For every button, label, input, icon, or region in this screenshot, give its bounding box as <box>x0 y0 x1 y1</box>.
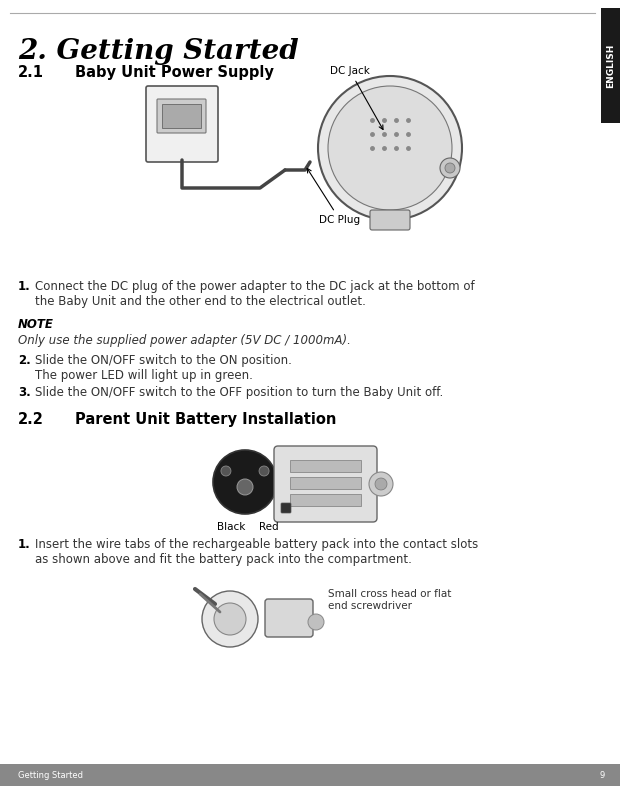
Text: Small cross head or flat
end screwdriver: Small cross head or flat end screwdriver <box>328 589 451 611</box>
Text: NOTE: NOTE <box>18 318 54 331</box>
Text: Connect the DC plug of the power adapter to the DC jack at the bottom of
the Bab: Connect the DC plug of the power adapter… <box>35 280 475 308</box>
FancyBboxPatch shape <box>157 99 206 133</box>
FancyBboxPatch shape <box>162 104 201 128</box>
Circle shape <box>328 86 452 210</box>
FancyBboxPatch shape <box>290 460 361 472</box>
Text: 2. Getting Started: 2. Getting Started <box>18 38 299 65</box>
Text: 3.: 3. <box>18 386 31 399</box>
FancyBboxPatch shape <box>274 446 377 522</box>
FancyBboxPatch shape <box>0 764 620 786</box>
Circle shape <box>369 472 393 496</box>
Text: Slide the ON/OFF switch to the OFF position to turn the Baby Unit off.: Slide the ON/OFF switch to the OFF posit… <box>35 386 443 399</box>
Circle shape <box>221 466 231 476</box>
Circle shape <box>308 614 324 630</box>
FancyBboxPatch shape <box>370 210 410 230</box>
Text: 2.2: 2.2 <box>18 412 44 427</box>
Text: Baby Unit Power Supply: Baby Unit Power Supply <box>75 65 274 80</box>
Circle shape <box>318 76 462 220</box>
Text: Black: Black <box>217 522 245 532</box>
Circle shape <box>237 479 253 495</box>
Text: Red: Red <box>259 522 279 532</box>
Text: DC Jack: DC Jack <box>330 66 383 130</box>
Circle shape <box>202 591 258 647</box>
Text: DC Plug: DC Plug <box>307 168 361 225</box>
FancyBboxPatch shape <box>146 86 218 162</box>
Text: 1.: 1. <box>18 538 31 551</box>
FancyBboxPatch shape <box>601 8 620 123</box>
FancyBboxPatch shape <box>290 477 361 489</box>
Text: Getting Started: Getting Started <box>18 770 83 780</box>
Text: Insert the wire tabs of the rechargeable battery pack into the contact slots
as : Insert the wire tabs of the rechargeable… <box>35 538 478 566</box>
Text: 2.: 2. <box>18 354 31 367</box>
Circle shape <box>375 478 387 490</box>
Circle shape <box>214 603 246 635</box>
Circle shape <box>213 450 277 514</box>
Text: 1.: 1. <box>18 280 31 293</box>
FancyBboxPatch shape <box>265 599 313 637</box>
FancyBboxPatch shape <box>290 494 361 506</box>
Circle shape <box>259 466 269 476</box>
Text: Only use the supplied power adapter (5V DC / 1000mA).: Only use the supplied power adapter (5V … <box>18 334 351 347</box>
Text: Parent Unit Battery Installation: Parent Unit Battery Installation <box>75 412 337 427</box>
Text: Slide the ON/OFF switch to the ON position.
The power LED will light up in green: Slide the ON/OFF switch to the ON positi… <box>35 354 292 382</box>
Circle shape <box>440 158 460 178</box>
Circle shape <box>445 163 455 173</box>
Text: ENGLISH: ENGLISH <box>606 43 615 88</box>
Text: 2.1: 2.1 <box>18 65 44 80</box>
Text: 9: 9 <box>600 770 605 780</box>
FancyBboxPatch shape <box>281 503 291 513</box>
